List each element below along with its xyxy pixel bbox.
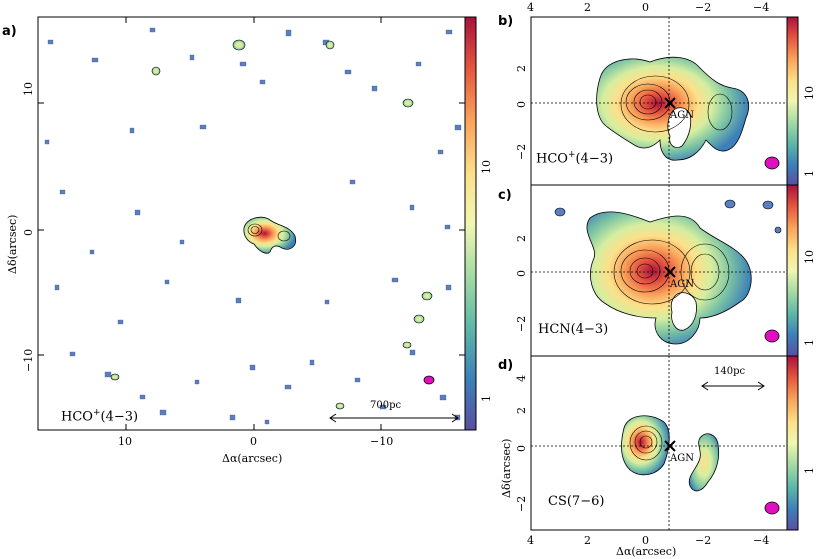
panel-d-xtick-3: −2 — [695, 534, 712, 547]
panel-a-cbar-tick-1: 1 — [480, 395, 493, 402]
panel-b-agn-marker — [664, 97, 676, 109]
panel-b-top-tick-1: 2 — [584, 1, 591, 14]
panel-c-agn-marker — [664, 266, 676, 278]
panel-b-ytick-1: 0 — [515, 101, 528, 108]
panel-d-scale-label: 140pc — [714, 366, 746, 377]
panel-d-xtick-4: −4 — [753, 534, 770, 547]
panel-c-knots — [554, 199, 782, 234]
panel-d-contours — [629, 425, 663, 461]
panel-a-beam — [423, 375, 435, 385]
panel-a-xtick-2: −10 — [370, 435, 394, 448]
panel-d-xlabel: Δα(arcsec) — [616, 545, 677, 558]
panel-d-agn-label: AGN — [670, 453, 694, 464]
panel-a-molecule-label: HCO+(4−3) — [61, 408, 138, 424]
panel-c-colorbar — [786, 184, 799, 357]
panel-b-agn-label: AGN — [670, 110, 694, 121]
panel-d-agn-marker — [664, 440, 676, 452]
panel-a — [37, 16, 477, 431]
panel-c-beam — [764, 329, 780, 343]
panel-a-xlabel: Δα(arcsec) — [222, 452, 283, 465]
panel-a-ytick-0: 10 — [22, 82, 35, 96]
panel-d — [530, 355, 799, 531]
panel-d-molecule-label: CS(7−6) — [548, 494, 605, 509]
panel-a-noise — [44, 27, 462, 425]
panel-d-colorbar — [786, 355, 799, 531]
panel-b-top-tick-0: 4 — [527, 1, 534, 14]
panel-b-cbar-tick-1: 1 — [803, 170, 816, 177]
panel-b-top-tick-4: −4 — [753, 1, 770, 14]
panel-a-letter: a) — [2, 24, 17, 39]
panel-b-top-tick-3: −2 — [695, 1, 712, 14]
panel-a-ylabel: Δδ(arcsec) — [6, 214, 19, 274]
panel-a-contours — [247, 223, 291, 242]
panel-a-transition: (4−3) — [100, 409, 139, 425]
panel-c-ytick-0: 2 — [515, 235, 528, 242]
panel-b-letter: b) — [498, 14, 514, 29]
panel-d-xtick-0: 4 — [527, 534, 534, 547]
panel-c — [530, 184, 799, 357]
panel-c-molecule-label: HCN(4−3) — [538, 322, 609, 337]
panel-a-sup: + — [92, 408, 101, 418]
panel-b — [530, 16, 799, 186]
panel-d-beam — [764, 501, 780, 515]
panel-a-ytick-2: −10 — [22, 348, 35, 372]
panel-d-emission-west — [688, 433, 720, 492]
panel-d-letter: d) — [498, 358, 514, 373]
panel-c-cbar-tick-0: 10 — [803, 250, 816, 264]
panel-b-ytick-2: −2 — [515, 143, 528, 160]
panel-d-ytick-1: 2 — [515, 407, 528, 414]
panel-b-emission — [596, 56, 749, 161]
panel-b-molecule-label: HCO+(4−3) — [536, 150, 613, 166]
panel-b-molecule: HCO — [536, 151, 568, 167]
panel-a-ytick-1: 0 — [22, 229, 35, 236]
panel-a-ticks — [38, 17, 465, 430]
panel-c-hole — [670, 292, 697, 331]
panel-b-transition: (4−3) — [575, 151, 614, 167]
panel-d-cbar-tick-0: 1 — [803, 467, 816, 474]
panel-b-beam — [764, 156, 780, 170]
panel-a-xtick-1: 0 — [250, 435, 257, 448]
panel-d-ytick-3: −2 — [515, 495, 528, 512]
panel-a-knots — [110, 39, 433, 410]
panel-c-cbar-tick-1: 1 — [803, 339, 816, 346]
panel-d-xtick-1: 2 — [584, 534, 591, 547]
panel-c-ytick-1: 0 — [515, 270, 528, 277]
panel-d-xtick-2: 0 — [642, 534, 649, 547]
panel-b-top-tick-2: 0 — [642, 1, 649, 14]
panel-a-scale-label: 700pc — [370, 400, 402, 411]
panel-d-ytick-0: 4 — [515, 375, 528, 382]
panel-c-ytick-2: −2 — [515, 315, 528, 332]
panel-a-xtick-0: 10 — [118, 435, 132, 448]
panel-a-scale-bar — [329, 413, 459, 423]
panel-a-colorbar — [464, 16, 477, 431]
panel-c-agn-label: AGN — [670, 279, 694, 290]
panel-a-cbar-tick-0: 10 — [480, 160, 493, 174]
panel-b-sup: + — [567, 150, 576, 160]
panel-d-ytick-2: 0 — [515, 445, 528, 452]
panel-c-letter: c) — [498, 188, 512, 203]
panel-d-scale-bar — [701, 381, 765, 391]
panel-d-ylabel: Δδ(arcsec) — [500, 438, 513, 498]
panel-a-molecule: HCO — [61, 409, 93, 425]
panel-b-cbar-tick-0: 10 — [803, 86, 816, 100]
panel-a-central-source — [243, 216, 297, 254]
panel-b-ytick-0: 2 — [515, 65, 528, 72]
panel-b-colorbar — [786, 16, 799, 186]
